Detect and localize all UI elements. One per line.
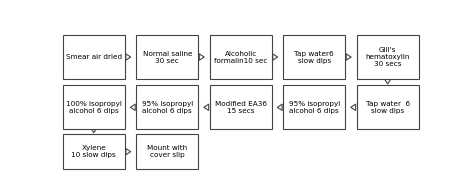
Text: 95% isopropyl
alcohol 6 dips: 95% isopropyl alcohol 6 dips xyxy=(289,101,340,114)
Text: Tap water  6
slow dips: Tap water 6 slow dips xyxy=(365,101,410,114)
FancyBboxPatch shape xyxy=(357,85,419,129)
Text: Tap water6
slow dips: Tap water6 slow dips xyxy=(294,50,334,64)
Text: Modified EA36
15 secs: Modified EA36 15 secs xyxy=(215,101,267,114)
Text: 100% isopropyl
alcohol 6 dips: 100% isopropyl alcohol 6 dips xyxy=(66,101,122,114)
FancyBboxPatch shape xyxy=(63,35,125,79)
Text: Mount with
cover slip: Mount with cover slip xyxy=(147,145,187,158)
FancyBboxPatch shape xyxy=(210,35,272,79)
Text: Gill's
hematoxylin
30 secs: Gill's hematoxylin 30 secs xyxy=(365,47,410,67)
FancyBboxPatch shape xyxy=(137,85,198,129)
Text: 95% isopropyl
alcohol 6 dips: 95% isopropyl alcohol 6 dips xyxy=(142,101,193,114)
FancyBboxPatch shape xyxy=(137,134,198,169)
FancyBboxPatch shape xyxy=(283,85,345,129)
FancyBboxPatch shape xyxy=(357,35,419,79)
FancyBboxPatch shape xyxy=(210,85,272,129)
FancyBboxPatch shape xyxy=(63,85,125,129)
Text: Xylene
10 slow dips: Xylene 10 slow dips xyxy=(72,145,116,158)
FancyBboxPatch shape xyxy=(63,134,125,169)
Text: Alcoholic
formalin10 sec: Alcoholic formalin10 sec xyxy=(214,50,267,64)
FancyBboxPatch shape xyxy=(137,35,198,79)
Text: Smear air dried: Smear air dried xyxy=(66,54,122,60)
FancyBboxPatch shape xyxy=(283,35,345,79)
Text: Normal saline
30 sec: Normal saline 30 sec xyxy=(143,50,192,64)
